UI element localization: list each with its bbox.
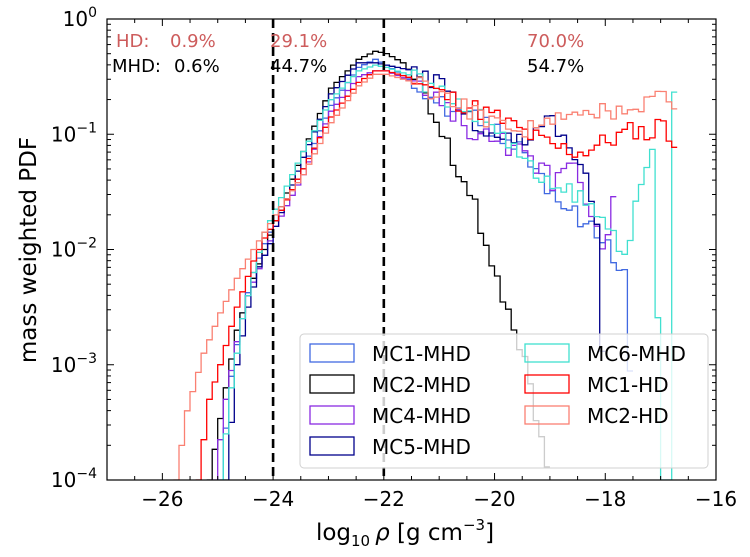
series-mc6-mhd [217, 64, 678, 480]
x-tick-label: −18 [584, 487, 626, 511]
legend-label-mc1-hd: MC1-HD [587, 373, 669, 397]
y-axis-label: mass weighted PDF [16, 137, 42, 363]
annot-mhd-low: 0.6% [174, 56, 220, 77]
legend-label-mc5-mhd: MC5-MHD [372, 435, 471, 459]
histogram-series-group [173, 50, 678, 480]
xlabel-sub: 10 [351, 532, 370, 550]
legend-label-mc4-mhd: MC4-MHD [372, 404, 471, 428]
legend-swatch-mc2-hd [524, 405, 570, 425]
annot-hd-high: 70.0% [527, 31, 584, 52]
legend: MC1-MHD MC2-MHD MC4-MHD MC5-MHD MC6-MHD MC1-H… [299, 333, 709, 469]
annot-hd-label: HD: [116, 31, 149, 52]
legend-swatch-mc6-mhd [524, 343, 570, 363]
xlabel-unit: [g cm [390, 520, 463, 546]
x-tick-label: −26 [141, 487, 183, 511]
y-tick-label: 10−3 [51, 351, 97, 377]
xlabel-rho: ρ [375, 520, 390, 546]
annot-hd-mid: 29.1% [270, 31, 327, 52]
legend-swatch-mc2-mhd [309, 374, 355, 394]
annot-mhd-high: 54.7% [527, 56, 584, 77]
legend-label-mc1-mhd: MC1-MHD [372, 342, 471, 366]
x-tick-label: −20 [473, 487, 515, 511]
annot-mhd-label: MHD: [112, 56, 161, 77]
legend-label-mc2-hd: MC2-HD [587, 404, 669, 428]
legend-box [299, 333, 709, 469]
legend-swatch-mc5-mhd [309, 436, 355, 456]
series-mc2-hd [173, 73, 678, 480]
legend-swatch-mc1-mhd [309, 343, 355, 363]
xlabel-end: ] [485, 520, 494, 546]
y-tick-label: 100 [63, 5, 97, 31]
legend-swatch-mc1-hd [524, 374, 570, 394]
y-tick-label: 10−4 [51, 466, 97, 492]
series-mc1-hd [195, 70, 678, 480]
xlabel-sup: −3 [463, 516, 485, 534]
annot-mhd-mid: 44.7% [270, 56, 327, 77]
x-tick-label: −22 [363, 487, 405, 511]
legend-label-mc6-mhd: MC6-MHD [587, 342, 686, 366]
x-tick-label: −16 [695, 487, 737, 511]
axis-ticks: −26 −24 −22 −20 −18 −16 10−4 10−3 10−2 10−1 100 [51, 5, 737, 511]
legend-label-mc2-mhd: MC2-MHD [372, 373, 471, 397]
series-mc2-mhd [206, 50, 550, 480]
x-axis-label: log10 ρ [g cm−3] [316, 516, 494, 550]
xlabel-log: log [316, 520, 351, 546]
x-tick-label: −24 [252, 487, 294, 511]
legend-swatch-mc4-mhd [309, 405, 355, 425]
annot-hd-low: 0.9% [170, 31, 216, 52]
y-tick-label: 10−1 [51, 120, 97, 146]
y-tick-label: 10−2 [51, 236, 97, 262]
